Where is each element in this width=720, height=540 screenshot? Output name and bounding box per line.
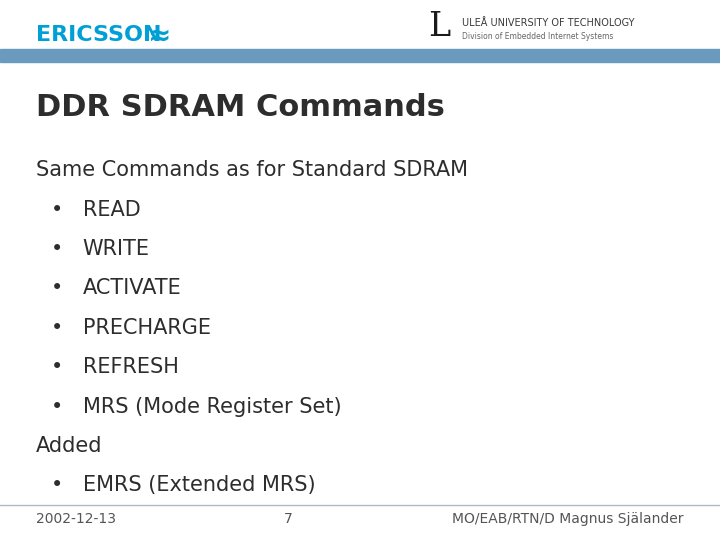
Text: •: •: [50, 357, 63, 377]
Text: MO/EAB/RTN/D Magnus Själander: MO/EAB/RTN/D Magnus Själander: [452, 512, 684, 526]
Text: MRS (Mode Register Set): MRS (Mode Register Set): [83, 396, 341, 417]
Text: ULEÅ UNIVERSITY OF TECHNOLOGY: ULEÅ UNIVERSITY OF TECHNOLOGY: [462, 18, 635, 28]
Text: Same Commands as for Standard SDRAM: Same Commands as for Standard SDRAM: [36, 160, 468, 180]
Text: •: •: [50, 396, 63, 417]
Text: READ: READ: [83, 199, 140, 220]
Text: ≈: ≈: [148, 22, 171, 50]
Text: 7: 7: [284, 512, 292, 526]
Text: •: •: [50, 199, 63, 220]
Text: DDR SDRAM Commands: DDR SDRAM Commands: [36, 93, 445, 123]
Text: 2002-12-13: 2002-12-13: [36, 512, 116, 526]
Text: Division of Embedded Internet Systems: Division of Embedded Internet Systems: [462, 32, 613, 41]
Text: •: •: [50, 475, 63, 496]
Text: REFRESH: REFRESH: [83, 357, 179, 377]
Text: •: •: [50, 278, 63, 299]
Bar: [0, 49, 720, 62]
Text: ERICSSON: ERICSSON: [36, 25, 161, 45]
Text: L: L: [428, 11, 451, 43]
Text: •: •: [50, 318, 63, 338]
Text: ACTIVATE: ACTIVATE: [83, 278, 181, 299]
Text: WRITE: WRITE: [83, 239, 150, 259]
Text: PRECHARGE: PRECHARGE: [83, 318, 211, 338]
Text: Added: Added: [36, 436, 102, 456]
Text: EMRS (Extended MRS): EMRS (Extended MRS): [83, 475, 315, 496]
Text: •: •: [50, 239, 63, 259]
